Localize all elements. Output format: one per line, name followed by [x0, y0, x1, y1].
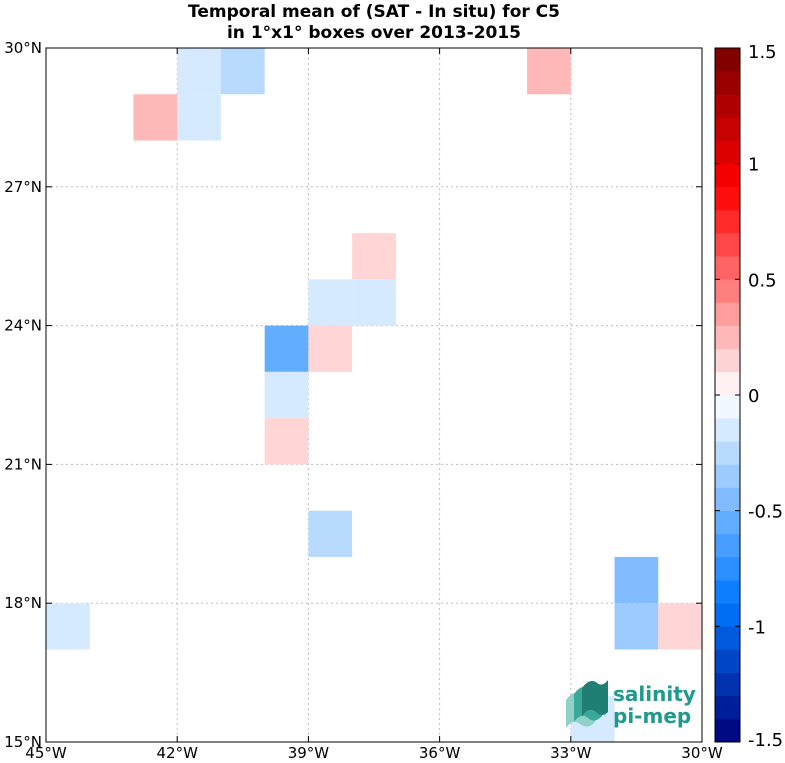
heatmap-cell — [177, 94, 221, 141]
data-cells — [46, 48, 702, 742]
heatmap-cell — [614, 556, 659, 604]
colorbar-segment — [715, 418, 740, 442]
colorbar-tick-label: 1 — [748, 155, 759, 176]
x-tick-label: 30°W — [681, 744, 723, 762]
colorbar-segment — [715, 186, 740, 211]
y-tick-label: 18°N — [4, 594, 42, 612]
colorbar-ticks: 1.5 1 0.5 0 -0.5 -1 -1.5 — [715, 42, 783, 751]
colorbar-segment — [715, 533, 740, 558]
colorbar-segment — [715, 649, 740, 673]
wave-logo-icon — [566, 680, 608, 728]
y-tick-label: 15°N — [4, 733, 42, 751]
heatmap-cell — [46, 603, 90, 650]
x-axis: 45°W 42°W 39°W 36°W 33°W 30°W — [25, 48, 723, 762]
colorbar-tick-label: 0.5 — [748, 270, 777, 291]
y-tick-label: 30°N — [4, 39, 42, 57]
colorbar-tick-label: -0.5 — [748, 502, 783, 523]
colorbar-segment — [715, 163, 740, 188]
colorbar-tick-label: 0 — [748, 386, 759, 407]
colorbar-segment — [715, 672, 740, 697]
y-tick-label: 21°N — [4, 455, 42, 473]
x-tick-label: 42°W — [156, 744, 198, 762]
chart-title-line-2: in 1°x1° boxes over 2013-2015 — [227, 23, 521, 43]
heatmap-cell — [264, 371, 309, 419]
colorbar-segment — [715, 117, 740, 141]
colorbar-segment — [715, 348, 740, 373]
colorbar-segment — [715, 279, 740, 303]
colorbar-tick-label: 1.5 — [748, 42, 777, 63]
grid-lines — [46, 48, 702, 742]
heatmap-cell — [220, 48, 265, 95]
heatmap-cell — [352, 233, 396, 280]
chart-title-line-1: Temporal mean of (SAT - In situ) for C5 — [188, 2, 560, 22]
colorbar-segment — [715, 371, 740, 396]
heatmap-cell — [264, 325, 309, 372]
colorbar-segment — [715, 441, 740, 465]
colorbar-segment — [715, 718, 740, 743]
heatmap-cell — [527, 48, 571, 95]
heatmap-cell — [133, 94, 178, 141]
plot-area-frame — [45, 47, 703, 743]
watermark-line-1: salinity — [613, 682, 696, 706]
watermark-line-2: pi-mep — [613, 704, 691, 728]
colorbar-segment — [715, 302, 740, 326]
heatmap-cell — [308, 279, 353, 326]
colorbar-segment — [715, 48, 740, 72]
colorbar-segment — [715, 695, 740, 720]
colorbar-segment — [715, 94, 740, 118]
colorbar-segment — [715, 556, 740, 581]
colorbar — [715, 48, 740, 743]
y-tick-label: 27°N — [4, 178, 42, 196]
colorbar-segment — [715, 510, 740, 535]
colorbar-segment — [715, 325, 740, 350]
colorbar-segment — [715, 487, 740, 511]
colorbar-segment — [715, 256, 740, 280]
colorbar-segment — [715, 209, 740, 234]
heatmap-cell — [352, 279, 396, 326]
colorbar-segment — [715, 140, 740, 164]
y-tick-label: 24°N — [4, 317, 42, 335]
colorbar-tick-label: -1 — [748, 617, 766, 638]
heatmap-cell — [614, 603, 659, 650]
colorbar-segment — [715, 626, 740, 650]
colorbar-segment — [715, 233, 740, 257]
colorbar-tick-label: -1.5 — [748, 730, 783, 751]
colorbar-segment — [715, 71, 740, 95]
heatmap-cell — [658, 603, 702, 650]
heatmap-cell — [308, 325, 353, 372]
colorbar-segment — [715, 580, 740, 604]
x-tick-label: 45°W — [25, 744, 67, 762]
heatmap-cell — [177, 48, 221, 95]
watermark-logo: salinity pi-mep — [566, 680, 696, 728]
heatmap-cell — [308, 510, 353, 557]
x-tick-label: 36°W — [419, 744, 461, 762]
colorbar-segment — [715, 395, 740, 419]
x-tick-label: 33°W — [550, 744, 592, 762]
colorbar-segment — [715, 464, 740, 488]
x-tick-label: 39°W — [288, 744, 330, 762]
y-axis: 15°N 18°N 21°N 24°N 27°N 30°N — [4, 39, 702, 751]
colorbar-segment — [715, 603, 740, 627]
heatmap-cell — [264, 418, 309, 465]
